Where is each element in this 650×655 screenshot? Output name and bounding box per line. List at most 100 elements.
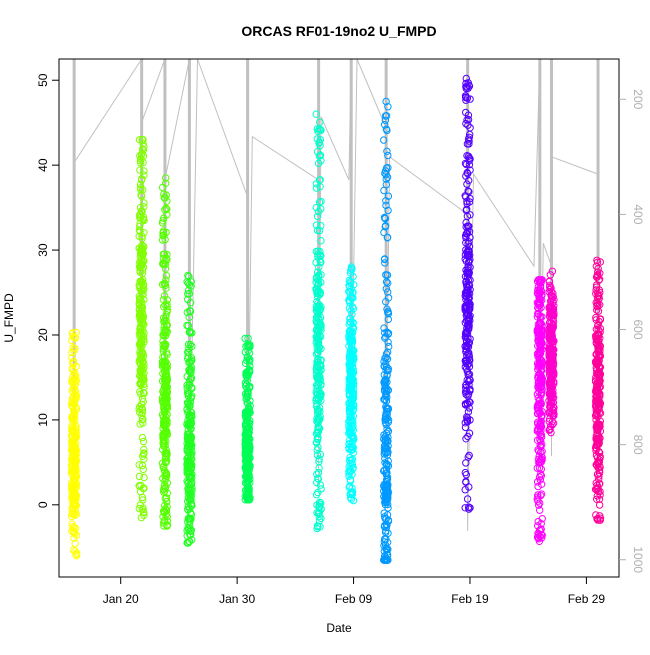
plot-frame bbox=[58, 58, 620, 578]
data-point bbox=[462, 435, 470, 443]
data-point bbox=[162, 378, 171, 387]
data-point bbox=[382, 360, 390, 368]
data-point bbox=[136, 294, 144, 303]
data-point bbox=[594, 485, 602, 493]
data-point bbox=[380, 467, 388, 475]
data-point bbox=[381, 378, 390, 386]
data-point bbox=[537, 391, 545, 399]
data-point bbox=[464, 317, 473, 325]
data-point bbox=[546, 283, 554, 291]
data-point bbox=[136, 166, 144, 174]
data-point bbox=[315, 279, 323, 288]
data-point bbox=[159, 296, 168, 304]
data-point bbox=[536, 283, 545, 292]
data-point bbox=[316, 481, 325, 489]
data-point bbox=[536, 436, 544, 444]
data-point bbox=[162, 314, 170, 322]
data-point bbox=[70, 411, 79, 420]
data-point bbox=[187, 526, 196, 534]
data-point bbox=[461, 468, 469, 477]
data-point bbox=[138, 250, 146, 259]
data-point bbox=[466, 211, 474, 219]
y-tick-label: 20 bbox=[36, 328, 50, 342]
data-point bbox=[163, 410, 171, 419]
data-point bbox=[383, 556, 391, 564]
data-point bbox=[381, 214, 390, 223]
data-point bbox=[383, 550, 392, 559]
data-point bbox=[347, 340, 356, 349]
data-point bbox=[383, 233, 392, 242]
data-point bbox=[244, 490, 253, 498]
data-point bbox=[244, 482, 253, 490]
data-point bbox=[183, 308, 192, 317]
data-point bbox=[186, 422, 194, 431]
data-point bbox=[383, 546, 391, 554]
data-point bbox=[316, 151, 325, 160]
data-point bbox=[243, 466, 251, 474]
data-point bbox=[159, 260, 167, 268]
data-point bbox=[465, 306, 473, 314]
data-point bbox=[465, 339, 474, 347]
data-point bbox=[316, 176, 324, 184]
data-point bbox=[546, 285, 554, 294]
data-point bbox=[537, 480, 546, 488]
data-point bbox=[70, 386, 79, 394]
data-point bbox=[136, 350, 145, 359]
data-point bbox=[314, 523, 322, 531]
data-point bbox=[187, 408, 195, 416]
data-point bbox=[465, 154, 474, 162]
flight-series-10 bbox=[533, 276, 546, 545]
axes-layer: 0 10 20 30 40 50 200 400 600 800 1000 Jan 20 Jan 30 F… bbox=[36, 58, 645, 606]
flight-series-12 bbox=[591, 256, 605, 524]
data-point bbox=[138, 136, 146, 144]
data-point bbox=[595, 472, 603, 480]
data-point bbox=[136, 220, 144, 228]
data-point bbox=[241, 334, 249, 343]
y-axis-label: U_FMPD bbox=[2, 293, 16, 343]
flight-series-8 bbox=[380, 97, 393, 564]
data-point bbox=[68, 447, 76, 455]
data-point bbox=[349, 272, 357, 281]
x-tick-label: Jan 30 bbox=[219, 592, 255, 606]
flight-series-2 bbox=[135, 136, 148, 522]
data-point bbox=[348, 394, 357, 402]
data-point bbox=[313, 451, 322, 459]
data-point bbox=[245, 445, 254, 453]
data-point bbox=[463, 180, 471, 188]
data-point bbox=[346, 314, 355, 323]
data-point bbox=[160, 522, 168, 530]
data-point bbox=[137, 340, 145, 348]
data-point bbox=[547, 319, 555, 327]
data-point bbox=[463, 367, 471, 376]
data-point bbox=[136, 263, 145, 271]
data-point bbox=[380, 535, 389, 543]
data-point bbox=[315, 464, 323, 472]
data-point bbox=[159, 519, 168, 527]
data-point bbox=[314, 474, 322, 483]
data-point bbox=[139, 419, 147, 427]
data-point bbox=[139, 319, 147, 327]
data-point bbox=[347, 432, 356, 440]
data-point bbox=[313, 289, 321, 298]
data-point bbox=[594, 470, 602, 478]
data-point bbox=[549, 403, 557, 411]
data-point bbox=[314, 433, 322, 441]
data-point bbox=[382, 493, 390, 501]
data-point bbox=[138, 408, 147, 416]
data-point bbox=[140, 295, 148, 304]
data-point bbox=[381, 222, 390, 230]
data-point bbox=[163, 388, 172, 396]
data-point bbox=[594, 398, 602, 406]
data-point bbox=[591, 332, 600, 340]
data-point bbox=[315, 208, 323, 216]
data-point bbox=[317, 156, 325, 165]
data-point bbox=[346, 288, 354, 296]
data-point bbox=[162, 453, 171, 461]
data-point bbox=[537, 303, 545, 312]
data-point bbox=[536, 506, 544, 514]
data-point bbox=[71, 482, 79, 490]
data-point bbox=[138, 433, 147, 442]
data-point bbox=[315, 287, 323, 295]
data-point bbox=[592, 364, 600, 372]
data-point bbox=[465, 247, 473, 255]
